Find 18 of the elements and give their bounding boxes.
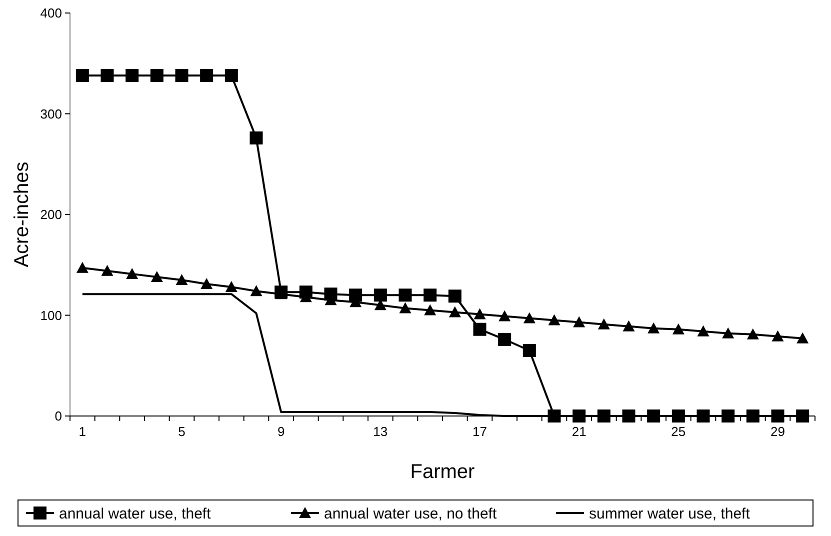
legend-label: annual water use, theft xyxy=(59,505,212,522)
legend-label: annual water use, no theft xyxy=(324,505,498,522)
y-axis-title: Acre-inches xyxy=(11,162,33,268)
y-tick-label: 200 xyxy=(40,207,62,222)
x-tick-label: 13 xyxy=(373,424,388,439)
y-tick-label: 400 xyxy=(40,6,62,21)
x-tick-label: 17 xyxy=(472,424,487,439)
x-tick-label: 5 xyxy=(178,424,186,439)
y-tick-label: 300 xyxy=(40,106,62,122)
x-tick-label: 21 xyxy=(572,424,586,439)
x-tick-label: 9 xyxy=(277,424,285,439)
y-tick-label: 100 xyxy=(40,308,62,323)
legend-label: summer water use, theft xyxy=(589,505,751,522)
x-tick-label: 29 xyxy=(770,424,785,439)
x-tick-label: 1 xyxy=(78,424,86,439)
x-tick-label: 25 xyxy=(671,424,686,439)
x-axis-title: Farmer xyxy=(410,461,476,483)
y-tick-label: 0 xyxy=(54,408,62,424)
